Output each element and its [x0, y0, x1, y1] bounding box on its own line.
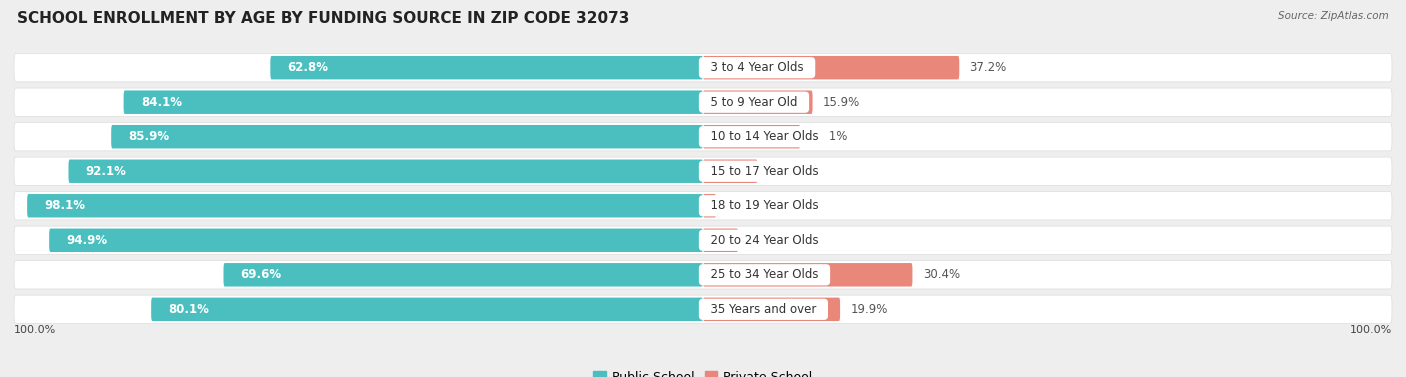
FancyBboxPatch shape [27, 194, 703, 218]
Legend: Public School, Private School: Public School, Private School [588, 366, 818, 377]
Text: 62.8%: 62.8% [288, 61, 329, 74]
Text: 15.9%: 15.9% [823, 96, 860, 109]
Text: 15 to 17 Year Olds: 15 to 17 Year Olds [703, 165, 827, 178]
FancyBboxPatch shape [14, 54, 1392, 82]
FancyBboxPatch shape [14, 226, 1392, 254]
FancyBboxPatch shape [69, 159, 703, 183]
FancyBboxPatch shape [703, 263, 912, 287]
FancyBboxPatch shape [703, 228, 738, 252]
FancyBboxPatch shape [703, 90, 813, 114]
Text: 30.4%: 30.4% [922, 268, 960, 281]
Text: 3 to 4 Year Olds: 3 to 4 Year Olds [703, 61, 811, 74]
FancyBboxPatch shape [703, 56, 959, 80]
FancyBboxPatch shape [14, 88, 1392, 116]
FancyBboxPatch shape [703, 194, 716, 218]
Text: 19.9%: 19.9% [851, 303, 887, 316]
Text: 85.9%: 85.9% [128, 130, 170, 143]
Text: 10 to 14 Year Olds: 10 to 14 Year Olds [703, 130, 827, 143]
FancyBboxPatch shape [14, 157, 1392, 185]
Text: 94.9%: 94.9% [66, 234, 107, 247]
Text: 14.1%: 14.1% [810, 130, 848, 143]
Text: 92.1%: 92.1% [86, 165, 127, 178]
FancyBboxPatch shape [124, 90, 703, 114]
Text: 69.6%: 69.6% [240, 268, 281, 281]
FancyBboxPatch shape [703, 159, 758, 183]
Text: 1.9%: 1.9% [727, 199, 756, 212]
Text: 37.2%: 37.2% [970, 61, 1007, 74]
Text: 7.9%: 7.9% [768, 165, 797, 178]
Text: Source: ZipAtlas.com: Source: ZipAtlas.com [1278, 11, 1389, 21]
FancyBboxPatch shape [703, 125, 800, 149]
FancyBboxPatch shape [14, 261, 1392, 289]
Text: 18 to 19 Year Olds: 18 to 19 Year Olds [703, 199, 827, 212]
Text: 84.1%: 84.1% [141, 96, 181, 109]
FancyBboxPatch shape [111, 125, 703, 149]
FancyBboxPatch shape [224, 263, 703, 287]
Text: 5 to 9 Year Old: 5 to 9 Year Old [703, 96, 806, 109]
Text: SCHOOL ENROLLMENT BY AGE BY FUNDING SOURCE IN ZIP CODE 32073: SCHOOL ENROLLMENT BY AGE BY FUNDING SOUR… [17, 11, 630, 26]
FancyBboxPatch shape [14, 123, 1392, 151]
Text: 5.1%: 5.1% [748, 234, 778, 247]
FancyBboxPatch shape [152, 297, 703, 321]
FancyBboxPatch shape [270, 56, 703, 80]
Text: 98.1%: 98.1% [45, 199, 86, 212]
Text: 25 to 34 Year Olds: 25 to 34 Year Olds [703, 268, 825, 281]
FancyBboxPatch shape [14, 192, 1392, 220]
Text: 80.1%: 80.1% [169, 303, 209, 316]
FancyBboxPatch shape [703, 297, 841, 321]
Text: 100.0%: 100.0% [14, 325, 56, 335]
Text: 100.0%: 100.0% [1350, 325, 1392, 335]
Text: 35 Years and over: 35 Years and over [703, 303, 824, 316]
FancyBboxPatch shape [14, 295, 1392, 323]
FancyBboxPatch shape [49, 228, 703, 252]
Text: 20 to 24 Year Olds: 20 to 24 Year Olds [703, 234, 827, 247]
